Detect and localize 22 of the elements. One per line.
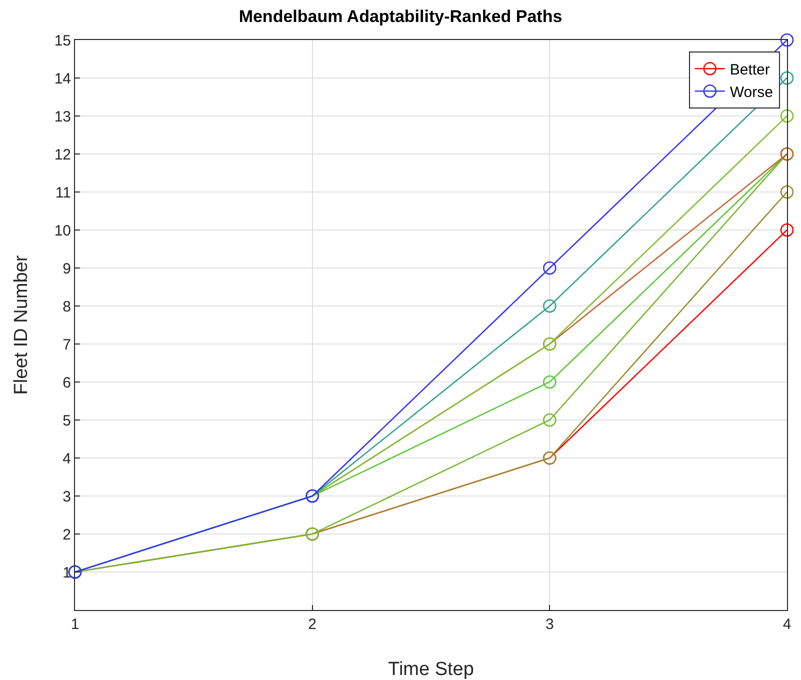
y-tick-label: 2 — [62, 526, 71, 544]
x-tick-label: 4 — [782, 616, 792, 633]
y-tick-label: 3 — [62, 488, 71, 506]
legend-label: Worse — [730, 84, 773, 101]
x-tick-label: 3 — [546, 616, 554, 633]
chart-title: Mendelbaum Adaptability-Ranked Paths — [238, 7, 562, 26]
x-tick-label: 2 — [308, 616, 316, 633]
y-tick-label: 15 — [54, 32, 71, 50]
y-tick-label: 7 — [62, 336, 71, 354]
y-tick-label: 4 — [62, 450, 71, 468]
y-axis-title: Fleet ID Number — [11, 254, 32, 395]
x-axis-title: Time Step — [388, 659, 474, 680]
y-tick-label: 11 — [55, 184, 71, 202]
y-tick-label: 8 — [62, 298, 71, 316]
y-tick-label: 13 — [54, 108, 71, 126]
legend-label: Better — [730, 62, 770, 78]
y-tick-label: 12 — [54, 146, 71, 164]
y-tick-label: 14 — [54, 70, 71, 88]
y-tick-label: 9 — [62, 260, 71, 278]
y-tick-label: 10 — [54, 222, 71, 240]
y-tick-label: 5 — [62, 412, 71, 430]
y-tick-label: 6 — [62, 374, 71, 392]
